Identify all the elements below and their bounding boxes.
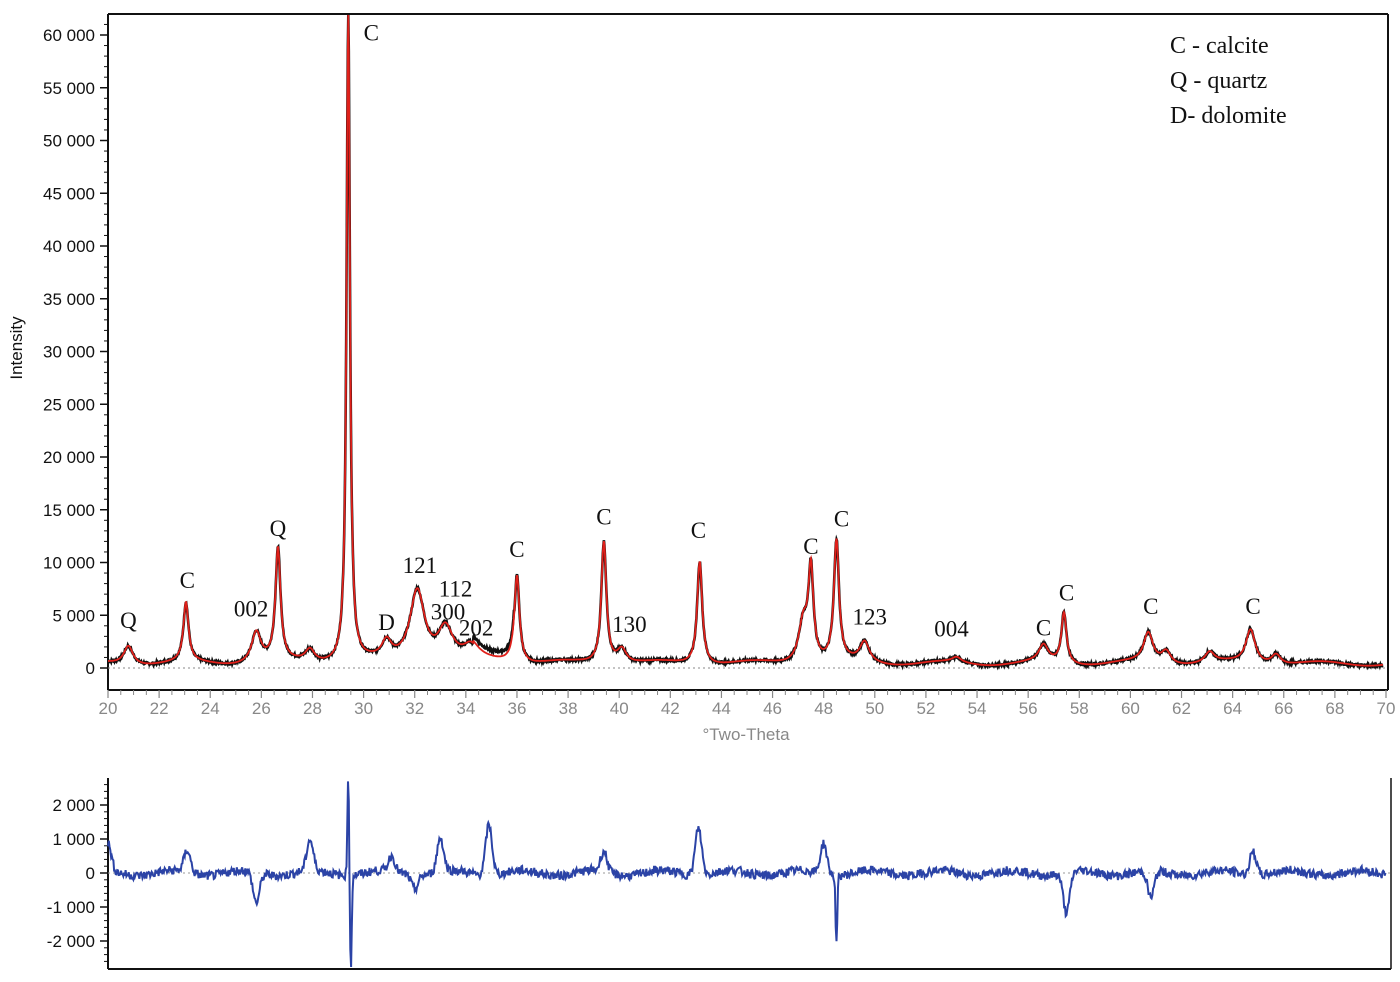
legend: C - calcite Q - quartz D- dolomite [1170,33,1287,129]
peak-label: C [1059,580,1074,605]
y-tick-label: 1 000 [52,830,95,849]
y-axis-residual: -2 000 -1 000 0 1 000 2 000 [47,784,108,962]
x-tick-label: 66 [1274,699,1293,718]
y-tick-label: -1 000 [47,898,95,917]
x-tick-label: 36 [507,699,526,718]
x-tick-label: 22 [150,699,169,718]
x-tick-label: 38 [559,699,578,718]
x-tick-label: 46 [763,699,782,718]
peak-label: 112 [439,576,473,601]
peak-label: Q [270,516,287,541]
y-tick-label: 50 000 [43,132,95,151]
x-tick-label: 64 [1223,699,1242,718]
y-tick-label: 30 000 [43,343,95,362]
y-tick-label: 35 000 [43,290,95,309]
peak-label: C [691,518,706,543]
x-tick-label: 34 [456,699,475,718]
peak-label: C [1245,594,1260,619]
peak-label: 002 [234,596,269,621]
peak-label: 300 [431,599,466,624]
y-tick-label: 20 000 [43,448,95,467]
peak-label: Q [120,608,137,633]
x-tick-label: 24 [201,699,220,718]
y-tick-label: 10 000 [43,554,95,573]
calculated-trace [108,14,1383,667]
main-plot-frame [107,13,1389,691]
x-axis: 20 22 24 26 28 30 32 34 36 38 40 42 44 46 48 50 52 54 56 58… [99,690,1396,718]
y-axis-main: 0 5 000 10 000 15 000 20 000 25 000 30 000 35 0… [43,23,108,678]
y-tick-label: 45 000 [43,184,95,203]
peak-label: C [180,568,195,593]
peak-label: 130 [612,612,647,637]
x-tick-label: 44 [712,699,731,718]
x-tick-label: 56 [1019,699,1038,718]
y-tick-label: 2 000 [52,796,95,815]
y-tick-label: 5 000 [52,606,95,625]
x-tick-label: 58 [1070,699,1089,718]
x-tick-label: 60 [1121,699,1140,718]
x-tick-label: 30 [354,699,373,718]
y-tick-label: 40 000 [43,237,95,256]
x-tick-label: 26 [252,699,271,718]
peak-label: C [1143,594,1158,619]
x-tick-label: 70 [1377,699,1396,718]
peak-label: 004 [934,616,969,641]
y-axis-title: Intensity [7,316,26,380]
x-tick-label: 54 [968,699,987,718]
peak-label: 123 [852,605,887,630]
peak-label: C [509,537,524,562]
y-tick-label: 0 [86,659,95,678]
peak-label: C [803,534,818,559]
y-tick-label: 55 000 [43,79,95,98]
x-axis-title: °Two-Theta [702,725,790,744]
y-tick-label: 25 000 [43,395,95,414]
x-tick-label: 50 [865,699,884,718]
peak-label: C [596,505,611,530]
legend-entry: Q - quartz [1170,68,1267,94]
x-tick-label: 40 [610,699,629,718]
peak-label: C [834,507,849,532]
x-tick-label: 20 [99,699,118,718]
x-tick-label: 68 [1325,699,1344,718]
legend-entry: C - calcite [1170,33,1269,59]
y-tick-label: 60 000 [43,26,95,45]
x-tick-label: 52 [916,699,935,718]
legend-entry: D- dolomite [1170,103,1287,129]
y-tick-label: 15 000 [43,501,95,520]
peak-label: D [378,610,395,635]
difference-trace [107,781,1387,968]
x-tick-label: 62 [1172,699,1191,718]
x-tick-label: 48 [814,699,833,718]
peak-label: C [364,20,379,45]
peak-label: C [1036,615,1051,640]
x-tick-label: 32 [405,699,424,718]
y-tick-label: -2 000 [47,932,95,951]
y-tick-label: 0 [86,864,95,883]
x-tick-label: 42 [661,699,680,718]
x-tick-label: 28 [303,699,322,718]
peak-label: 202 [459,615,494,640]
peak-label: 121 [403,553,438,578]
